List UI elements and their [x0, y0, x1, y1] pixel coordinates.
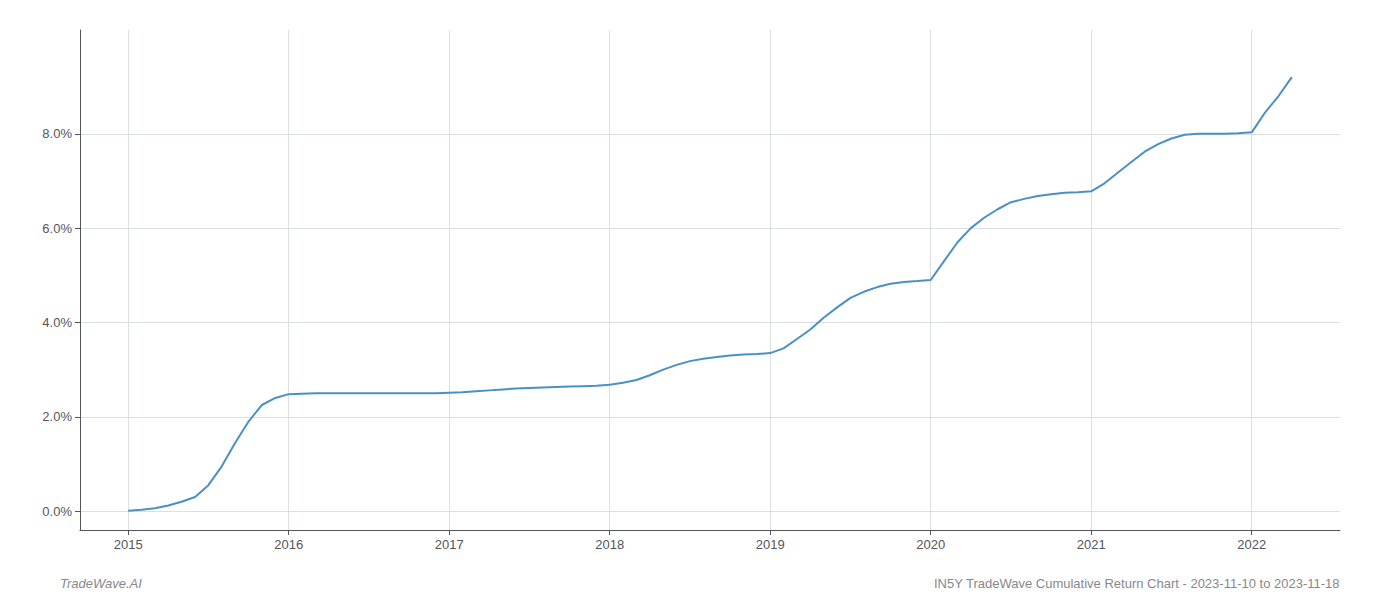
- svg-text:2021: 2021: [1077, 537, 1106, 552]
- svg-text:2020: 2020: [916, 537, 945, 552]
- svg-text:2022: 2022: [1237, 537, 1266, 552]
- svg-text:0.0%: 0.0%: [42, 504, 72, 519]
- svg-text:4.0%: 4.0%: [42, 315, 72, 330]
- svg-text:2017: 2017: [435, 537, 464, 552]
- svg-text:2015: 2015: [114, 537, 143, 552]
- svg-text:2018: 2018: [595, 537, 624, 552]
- svg-text:6.0%: 6.0%: [42, 221, 72, 236]
- svg-text:2019: 2019: [756, 537, 785, 552]
- svg-text:8.0%: 8.0%: [42, 126, 72, 141]
- svg-text:IN5Y TradeWave Cumulative Retu: IN5Y TradeWave Cumulative Return Chart -…: [934, 576, 1340, 591]
- svg-text:2.0%: 2.0%: [42, 409, 72, 424]
- svg-text:TradeWave.AI: TradeWave.AI: [60, 576, 142, 591]
- svg-text:2016: 2016: [274, 537, 303, 552]
